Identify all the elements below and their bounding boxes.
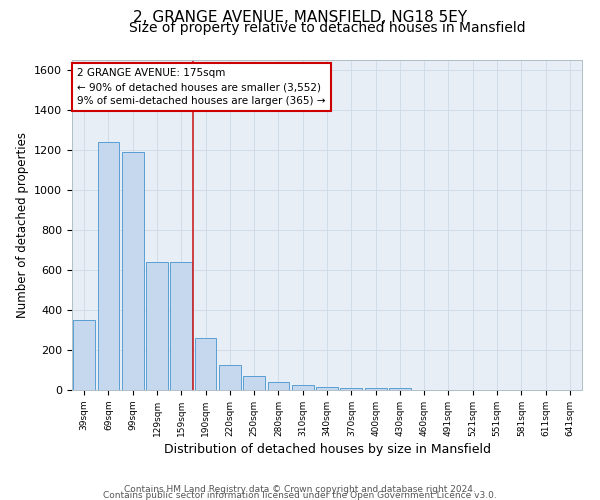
Text: 2, GRANGE AVENUE, MANSFIELD, NG18 5EY: 2, GRANGE AVENUE, MANSFIELD, NG18 5EY bbox=[133, 10, 467, 25]
Bar bbox=[243, 376, 265, 390]
Text: Contains public sector information licensed under the Open Government Licence v3: Contains public sector information licen… bbox=[103, 491, 497, 500]
Bar bbox=[292, 385, 314, 390]
Text: Contains HM Land Registry data © Crown copyright and database right 2024.: Contains HM Land Registry data © Crown c… bbox=[124, 485, 476, 494]
Bar bbox=[389, 388, 411, 390]
X-axis label: Distribution of detached houses by size in Mansfield: Distribution of detached houses by size … bbox=[163, 443, 491, 456]
Bar bbox=[146, 262, 168, 390]
Bar bbox=[316, 387, 338, 390]
Bar bbox=[365, 388, 386, 390]
Bar bbox=[268, 382, 289, 390]
Bar bbox=[122, 152, 143, 390]
Bar bbox=[97, 142, 119, 390]
Bar bbox=[170, 262, 192, 390]
Y-axis label: Number of detached properties: Number of detached properties bbox=[16, 132, 29, 318]
Title: Size of property relative to detached houses in Mansfield: Size of property relative to detached ho… bbox=[128, 21, 526, 35]
Bar bbox=[73, 320, 95, 390]
Bar bbox=[194, 338, 217, 390]
Text: 2 GRANGE AVENUE: 175sqm
← 90% of detached houses are smaller (3,552)
9% of semi-: 2 GRANGE AVENUE: 175sqm ← 90% of detache… bbox=[77, 68, 326, 106]
Bar bbox=[219, 365, 241, 390]
Bar bbox=[340, 388, 362, 390]
